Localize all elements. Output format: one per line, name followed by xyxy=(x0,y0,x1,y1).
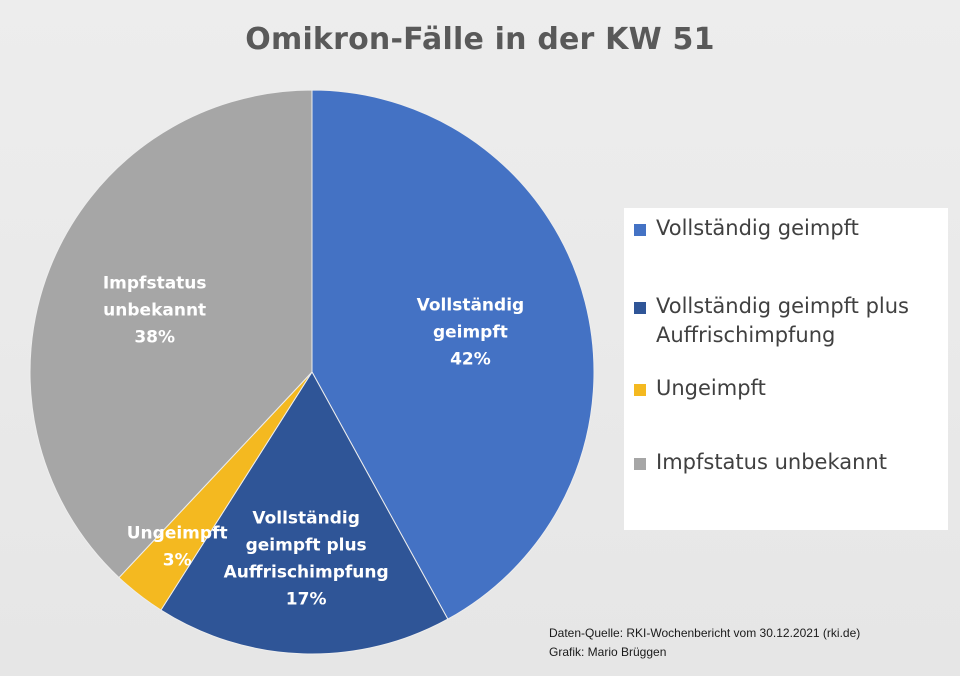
slice-value-label: 17% xyxy=(286,590,327,610)
legend-label-line: Vollständig geimpft xyxy=(656,216,859,240)
slice-name-label: geimpft plus xyxy=(246,536,367,556)
legend-item-auffrischimpfung: Vollständig geimpft plus Auffrischimpfun… xyxy=(634,292,948,374)
pie-slices xyxy=(29,89,595,655)
legend-label-line: Auffrischimpfung xyxy=(656,323,836,347)
slice-name-label: Auffrischimpfung xyxy=(224,563,389,583)
legend-item-ungeimpft: Ungeimpft xyxy=(634,374,948,448)
slice-value-label: 42% xyxy=(450,349,491,369)
source-note: Daten-Quelle: RKI-Wochenbericht vom 30.1… xyxy=(549,624,860,662)
legend-label: Ungeimpft xyxy=(656,374,946,403)
legend-swatch xyxy=(634,302,646,314)
impfstatus-unbekannt-label: Impfstatus unbekannt 38% xyxy=(103,274,207,348)
slice-name-label: Ungeimpft xyxy=(127,523,228,543)
legend-item-impfstatus-unbekannt: Impfstatus unbekannt xyxy=(634,448,948,477)
legend-label: Impfstatus unbekannt xyxy=(656,448,946,477)
legend: Vollständig geimpft Vollständig geimpft … xyxy=(624,208,948,530)
vollstaendig-geimpft-plus-auffrischimpfung-label: Vollständig geimpft plus Auffrischimpfung 1… xyxy=(224,509,389,610)
legend-label-line: Ungeimpft xyxy=(656,376,766,400)
slice-name-label: Vollständig xyxy=(252,509,360,529)
slice-name-label: unbekannt xyxy=(103,301,206,321)
ungeimpft-label: Ungeimpft 3% xyxy=(127,523,228,570)
slice-name-label: Vollständig xyxy=(417,295,525,315)
legend-label-line: Impfstatus unbekannt xyxy=(656,450,887,474)
vollstaendig-geimpft-plus-auffrischimpfung-slice xyxy=(160,371,449,655)
legend-label-line: Vollständig geimpft plus xyxy=(656,294,909,318)
impfstatus-unbekannt-slice xyxy=(29,89,313,579)
legend-swatch xyxy=(634,458,646,470)
legend-label: Vollständig geimpft xyxy=(656,214,946,243)
legend-swatch xyxy=(634,384,646,396)
slice-value-label: 3% xyxy=(163,550,192,570)
source-line: Daten-Quelle: RKI-Wochenbericht vom 30.1… xyxy=(549,626,861,640)
credit-line: Grafik: Mario Brüggen xyxy=(549,645,667,659)
slice-name-label: Impfstatus xyxy=(103,274,207,294)
chart-title: Omikron-Fälle in der KW 51 xyxy=(245,22,715,57)
pie-labels: Vollständig geimpft 42% Vollständig geimpft … xyxy=(103,274,524,610)
slice-value-label: 38% xyxy=(134,328,175,348)
legend-label: Vollständig geimpft plus Auffrischimpfun… xyxy=(656,292,946,350)
legend-swatch xyxy=(634,224,646,236)
legend-item-vollstaendig-geimpft: Vollständig geimpft xyxy=(634,214,948,292)
vollstaendig-geimpft-label: Vollständig geimpft 42% xyxy=(417,295,525,369)
slice-name-label: geimpft xyxy=(433,322,508,342)
vollstaendig-geimpft-slice xyxy=(311,89,595,620)
